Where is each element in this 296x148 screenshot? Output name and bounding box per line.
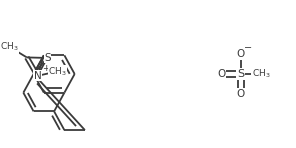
Text: CH$_3$: CH$_3$ — [252, 68, 270, 80]
Text: +: + — [42, 65, 50, 73]
Text: −: − — [244, 43, 252, 53]
Text: O: O — [237, 49, 245, 59]
Text: O: O — [237, 89, 245, 99]
Text: CH$_3$: CH$_3$ — [0, 40, 18, 53]
Text: S: S — [237, 69, 244, 79]
Text: S: S — [44, 53, 51, 63]
Text: O: O — [218, 69, 226, 79]
Text: CH$_3$: CH$_3$ — [48, 65, 67, 78]
Text: N: N — [34, 71, 41, 81]
